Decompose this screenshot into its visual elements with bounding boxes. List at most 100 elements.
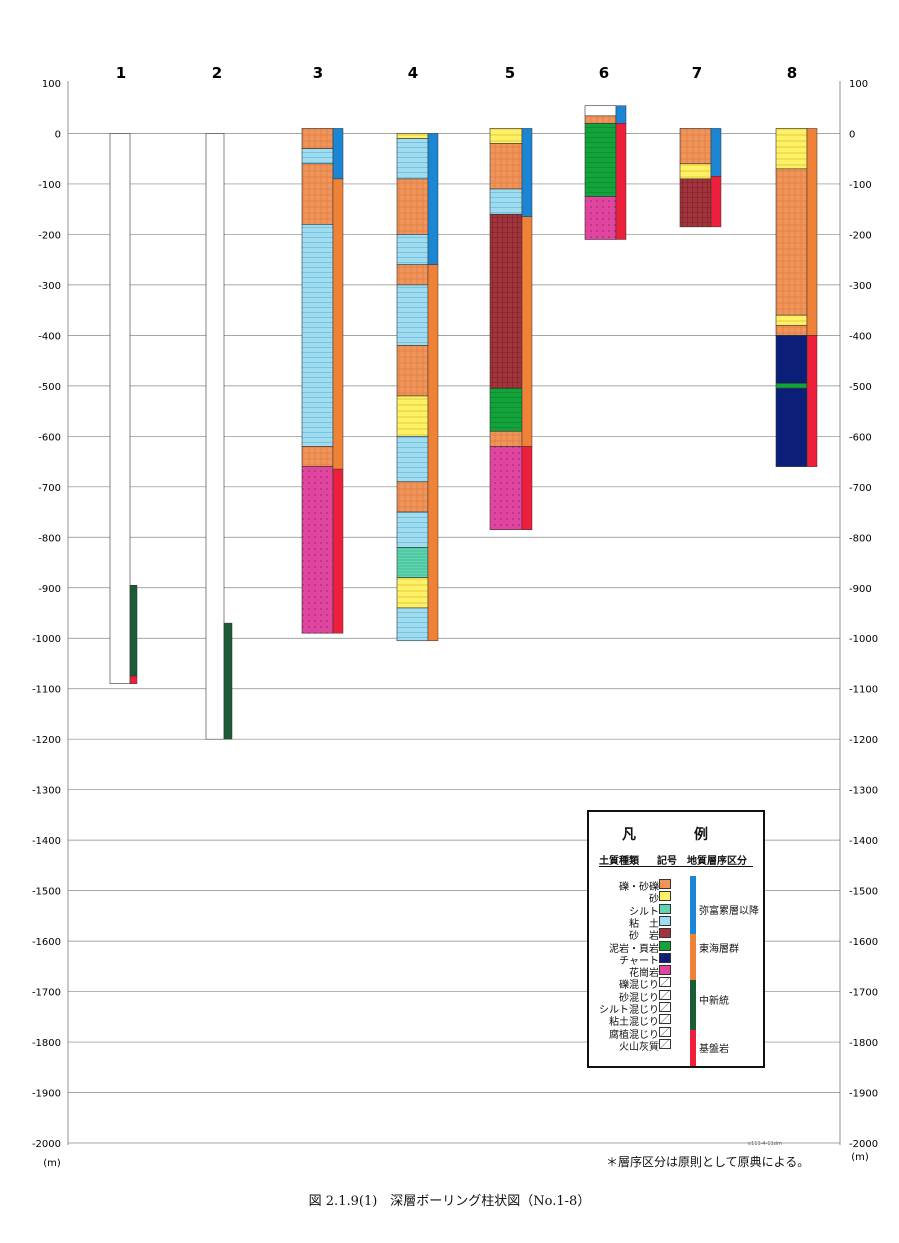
soil-layer-sand bbox=[396, 577, 429, 609]
unit-label-left: (m) bbox=[43, 1158, 61, 1169]
soil-layer-sandstone bbox=[679, 178, 712, 228]
legend-soil-swatch bbox=[659, 879, 671, 889]
y-tick-label-right: -1600 bbox=[849, 937, 878, 948]
legend-soil-swatch bbox=[659, 1026, 671, 1037]
legend-col-strat: 地質層序区分 bbox=[687, 856, 747, 867]
soil-layer-clay bbox=[396, 607, 429, 642]
y-tick-label-right: 100 bbox=[849, 79, 868, 90]
y-tick-label-right: -900 bbox=[849, 584, 872, 595]
soil-layer-chert bbox=[775, 335, 808, 384]
legend-soil-swatch bbox=[659, 940, 671, 951]
legend-soil-label: チャート bbox=[619, 955, 659, 967]
y-tick-label-right: -100 bbox=[849, 180, 872, 191]
y-tick-label-left: -300 bbox=[38, 281, 61, 292]
y-tick-label-left: 0 bbox=[55, 129, 61, 140]
soil-layer-gravel bbox=[489, 143, 523, 190]
soil-layer-blank bbox=[109, 133, 131, 684]
y-tick-label-right: -1300 bbox=[849, 786, 878, 797]
borehole-4: 4 bbox=[396, 64, 439, 642]
borehole-8: 8 bbox=[775, 64, 818, 467]
strata-segment bbox=[427, 264, 439, 642]
y-tick-label-left: -1600 bbox=[32, 937, 61, 948]
y-tick-label-left: -1800 bbox=[32, 1038, 61, 1049]
y-tick-label-left: -200 bbox=[38, 230, 61, 241]
soil-layer-gravel bbox=[396, 264, 429, 286]
soil-layer-gravel bbox=[489, 430, 523, 447]
legend-strat-bar bbox=[690, 1030, 696, 1066]
y-tick-label-left: -1900 bbox=[32, 1089, 61, 1100]
legend-col-symbol: 記号 bbox=[657, 856, 677, 867]
legend-soil-swatch bbox=[659, 1014, 671, 1025]
borehole-label: 3 bbox=[313, 64, 323, 82]
soil-layer-clay bbox=[301, 148, 334, 165]
y-tick-label-right: -1700 bbox=[849, 988, 878, 999]
y-tick-label-right: -1800 bbox=[849, 1038, 878, 1049]
legend-soil-swatch bbox=[659, 915, 671, 926]
legend-strat-label: 弥富累層以降 bbox=[699, 906, 759, 917]
borehole-label: 5 bbox=[505, 64, 515, 82]
legend-strat-bar bbox=[690, 980, 696, 1030]
legend-strat-bar bbox=[690, 876, 696, 934]
borehole-label: 6 bbox=[599, 64, 609, 82]
y-tick-label-right: -400 bbox=[849, 331, 872, 342]
soil-layer-granite bbox=[584, 196, 617, 240]
depth-grid bbox=[68, 133, 840, 1144]
y-tick-label-left: -1700 bbox=[32, 988, 61, 999]
soil-layer-blank bbox=[584, 105, 617, 117]
figure-caption: 図 2.1.9(1) 深層ボーリング柱状図（No.1-8） bbox=[308, 1194, 591, 1209]
borehole-1: 1 bbox=[109, 64, 138, 684]
strata-segment bbox=[332, 468, 344, 634]
soil-layer-gravel bbox=[301, 446, 334, 467]
strata-segment bbox=[223, 622, 233, 740]
soil-layer-clay bbox=[396, 284, 429, 346]
y-tick-label-right: -1000 bbox=[849, 634, 878, 645]
y-tick-label-right: -300 bbox=[849, 281, 872, 292]
strata-segment bbox=[427, 133, 439, 265]
legend-soil-label: 砂混じり bbox=[619, 992, 659, 1004]
strata-segment bbox=[710, 176, 722, 228]
borehole-label: 4 bbox=[408, 64, 418, 82]
y-tick-label-right: -1200 bbox=[849, 735, 878, 746]
strata-segment bbox=[806, 335, 818, 467]
soil-layer-clay bbox=[489, 188, 523, 215]
soil-layer-mudstone bbox=[775, 383, 808, 389]
legend-soil-swatch bbox=[659, 1002, 671, 1012]
soil-layer-gravel bbox=[301, 163, 334, 225]
depth-axis-left: 100 0 -100 -200 -300 -400 -500 -600 -700 -800 -900… bbox=[32, 79, 69, 1150]
y-tick-label-right: -1500 bbox=[849, 887, 878, 898]
strata-segment bbox=[806, 128, 818, 336]
legend-col-soil: 土質種類 bbox=[599, 856, 639, 867]
legend-strat-label: 基盤岩 bbox=[699, 1044, 729, 1055]
strata-segment bbox=[615, 105, 627, 124]
soil-layer-gravel bbox=[775, 168, 808, 316]
soil-layer-silt bbox=[396, 547, 429, 578]
soil-layer-sandstone bbox=[489, 213, 523, 389]
soil-layer-gravel bbox=[584, 115, 617, 124]
legend-soil-label: シルト bbox=[629, 906, 659, 918]
y-tick-label-right: -1100 bbox=[849, 685, 878, 696]
soil-layer-granite bbox=[489, 446, 523, 531]
y-tick-label-right: -1400 bbox=[849, 836, 878, 847]
legend-strat-bar bbox=[690, 934, 696, 980]
legend-soil-label: 花崗岩 bbox=[629, 968, 659, 980]
borehole-7: 7 bbox=[679, 64, 722, 228]
y-tick-label-left: -900 bbox=[38, 584, 61, 595]
legend-title: 凡 例 bbox=[622, 827, 730, 843]
soil-layer-sand bbox=[775, 314, 808, 326]
y-tick-label-left: 100 bbox=[42, 79, 61, 90]
legend-soil-label: 砂 bbox=[649, 894, 659, 906]
legend-soil-swatch bbox=[659, 977, 671, 988]
soil-layer-clay bbox=[396, 234, 429, 266]
borehole-3: 3 bbox=[301, 64, 344, 634]
soil-layer-gravel bbox=[396, 178, 429, 235]
y-tick-label-left: -1100 bbox=[32, 685, 61, 696]
soil-layer-sand bbox=[489, 128, 523, 144]
legend-header-divider bbox=[599, 866, 753, 867]
y-tick-label-left: -1200 bbox=[32, 735, 61, 746]
strata-segment bbox=[129, 584, 138, 677]
depth-axis-right: 100 0 -100 -200 -300 -400 -500 -600 -700 -800 -900… bbox=[839, 79, 878, 1150]
legend-soil-label: 砂 岩 bbox=[629, 931, 659, 943]
y-tick-label-left: -500 bbox=[38, 382, 61, 393]
y-tick-label-right: -1900 bbox=[849, 1089, 878, 1100]
